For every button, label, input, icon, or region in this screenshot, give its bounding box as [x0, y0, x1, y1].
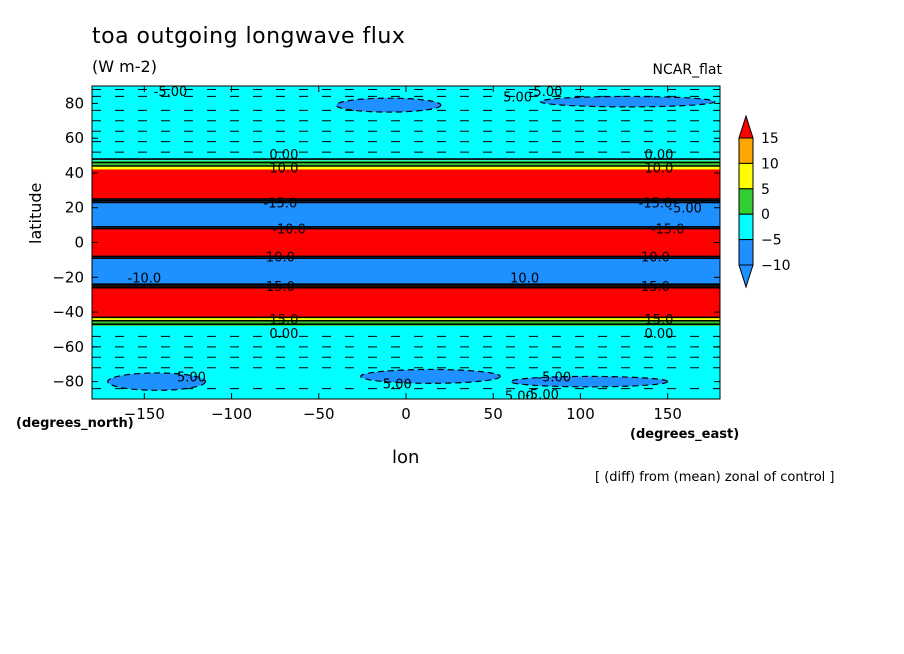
contour-label-16: 15.0	[266, 280, 295, 295]
negative-blob-4	[510, 375, 669, 388]
contour-label-22: 5.00	[177, 370, 206, 385]
contour-label-18: 15.0	[269, 313, 298, 328]
colorbar-arrow-top	[738, 114, 754, 139]
contour-label-25: -5.00	[525, 388, 559, 403]
contour-label-20: 0.00	[269, 327, 298, 342]
x-tick-label-6: 150	[653, 405, 682, 423]
contour-label-3: 0.00	[269, 148, 298, 163]
negative-blob-2	[107, 372, 206, 391]
colorbar-label-1: 10	[761, 156, 779, 172]
x-axis-units: (degrees_east)	[630, 427, 740, 442]
x-tick-label-1: −100	[211, 405, 252, 423]
x-tick-label-5: 100	[566, 405, 595, 423]
contour-label-24: -5.00	[537, 370, 571, 385]
y-tick-label-0: −80	[52, 373, 84, 391]
negative-blob-1	[539, 95, 716, 108]
plot-area	[92, 86, 720, 399]
contour-label-8: -15.0	[639, 197, 673, 212]
contour-label-1: 5.00	[503, 90, 532, 105]
band-1	[92, 160, 720, 166]
colorbar-swatch-1	[738, 162, 754, 190]
band-9	[92, 320, 720, 326]
y-tick-label-7: 60	[65, 129, 84, 147]
band-7	[92, 285, 720, 318]
band-3	[92, 169, 720, 200]
colorbar-swatch-0	[738, 137, 754, 164]
contour-label-13: 10.0	[641, 250, 670, 265]
colorbar-label-3: 0	[761, 207, 770, 223]
band-8	[92, 317, 720, 321]
band-2	[92, 165, 720, 170]
y-tick-label-4: 0	[74, 234, 84, 252]
run-name: NCAR_flat	[652, 62, 722, 78]
y-tick-label-8: 80	[65, 94, 84, 112]
negative-blob-0	[335, 97, 442, 113]
contour-label-19: 15.0	[644, 313, 673, 328]
contour-label-7: -15.0	[264, 197, 298, 212]
colorbar-swatch-4	[738, 239, 754, 266]
colorbar: 15 10 5 0 −5 −10	[738, 114, 791, 289]
x-tick-label-0: −150	[124, 405, 165, 423]
contour-label-12: 10.0	[266, 250, 295, 265]
contour-label-15: 10.0	[510, 271, 539, 286]
band-6	[92, 256, 720, 286]
x-axis-label: lon	[392, 447, 420, 468]
colorbar-label-0: 15	[761, 131, 779, 147]
chart-units: (W m-2)	[92, 57, 157, 76]
contour-label-26: 5.00	[505, 390, 534, 405]
negative-blob-3	[360, 368, 501, 384]
contour-label-21: 0.00	[644, 327, 673, 342]
y-tick-label-3: −20	[52, 268, 84, 286]
contour-label-10: -10.0	[272, 223, 306, 238]
band-5	[92, 228, 720, 257]
contour-label-23: 5.00	[383, 377, 412, 392]
colorbar-swatch-3	[738, 213, 754, 241]
x-tick-label-4: 50	[484, 405, 503, 423]
contour-label-17: 15.0	[641, 280, 670, 295]
axis-ticks: −150 −100 −50 0 50 100 150 −80 −60 −40 −20 0 20 40 60 8…	[52, 86, 720, 423]
colorbar-label-2: 5	[761, 182, 770, 198]
contour-label-2: -5.00	[529, 85, 563, 100]
colorbar-arrow-bottom	[738, 264, 754, 289]
y-tick-label-5: 20	[65, 199, 84, 217]
y-axis-units: (degrees_north)	[16, 416, 134, 431]
y-tick-label-2: −40	[52, 303, 84, 321]
y-tick-label-6: 40	[65, 164, 84, 182]
footer-note: [ (diff) from (mean) zonal of control ]	[595, 470, 835, 485]
contour-label-9: -5.00	[668, 202, 702, 217]
band-4	[92, 199, 720, 229]
contour-label-0: -5.00	[154, 85, 188, 100]
contour-label-5: 10.0	[269, 162, 298, 177]
contour-label-14: -10.0	[128, 271, 162, 286]
contour-label-4: 0.00	[644, 148, 673, 163]
contour-label-11: -15.0	[651, 223, 685, 238]
x-tick-label-3: 0	[401, 405, 411, 423]
y-tick-label-1: −60	[52, 338, 84, 356]
colorbar-label-4: −5	[761, 233, 782, 249]
colorbar-swatch-2	[738, 188, 754, 215]
colorbar-label-5: −10	[761, 258, 791, 274]
x-tick-label-2: −50	[303, 405, 335, 423]
chart-title: toa outgoing longwave flux	[92, 24, 406, 49]
contour-label-6: 10.0	[644, 162, 673, 177]
